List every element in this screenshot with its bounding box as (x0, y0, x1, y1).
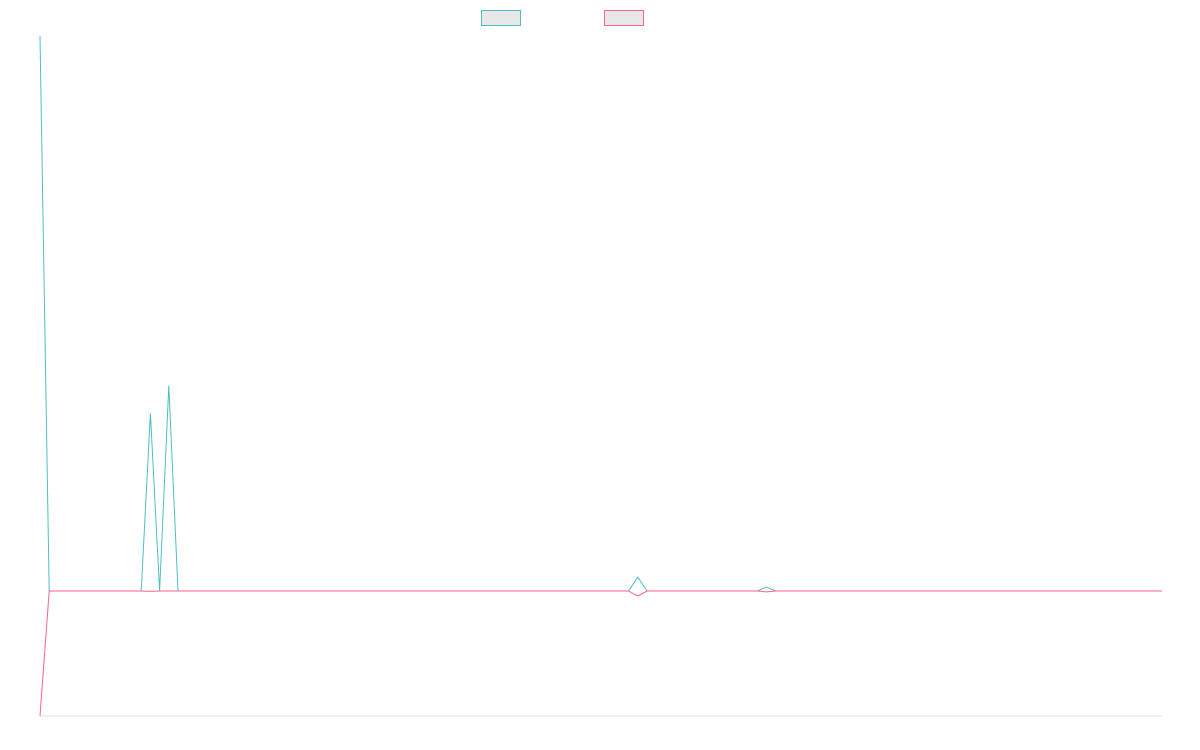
legend-swatch-series-1[interactable] (481, 10, 521, 26)
series-layer (39, 35, 1162, 717)
series-line-2 (39, 590, 1162, 717)
legend-swatch-series-2[interactable] (604, 10, 644, 26)
series-line-1 (39, 35, 1162, 592)
